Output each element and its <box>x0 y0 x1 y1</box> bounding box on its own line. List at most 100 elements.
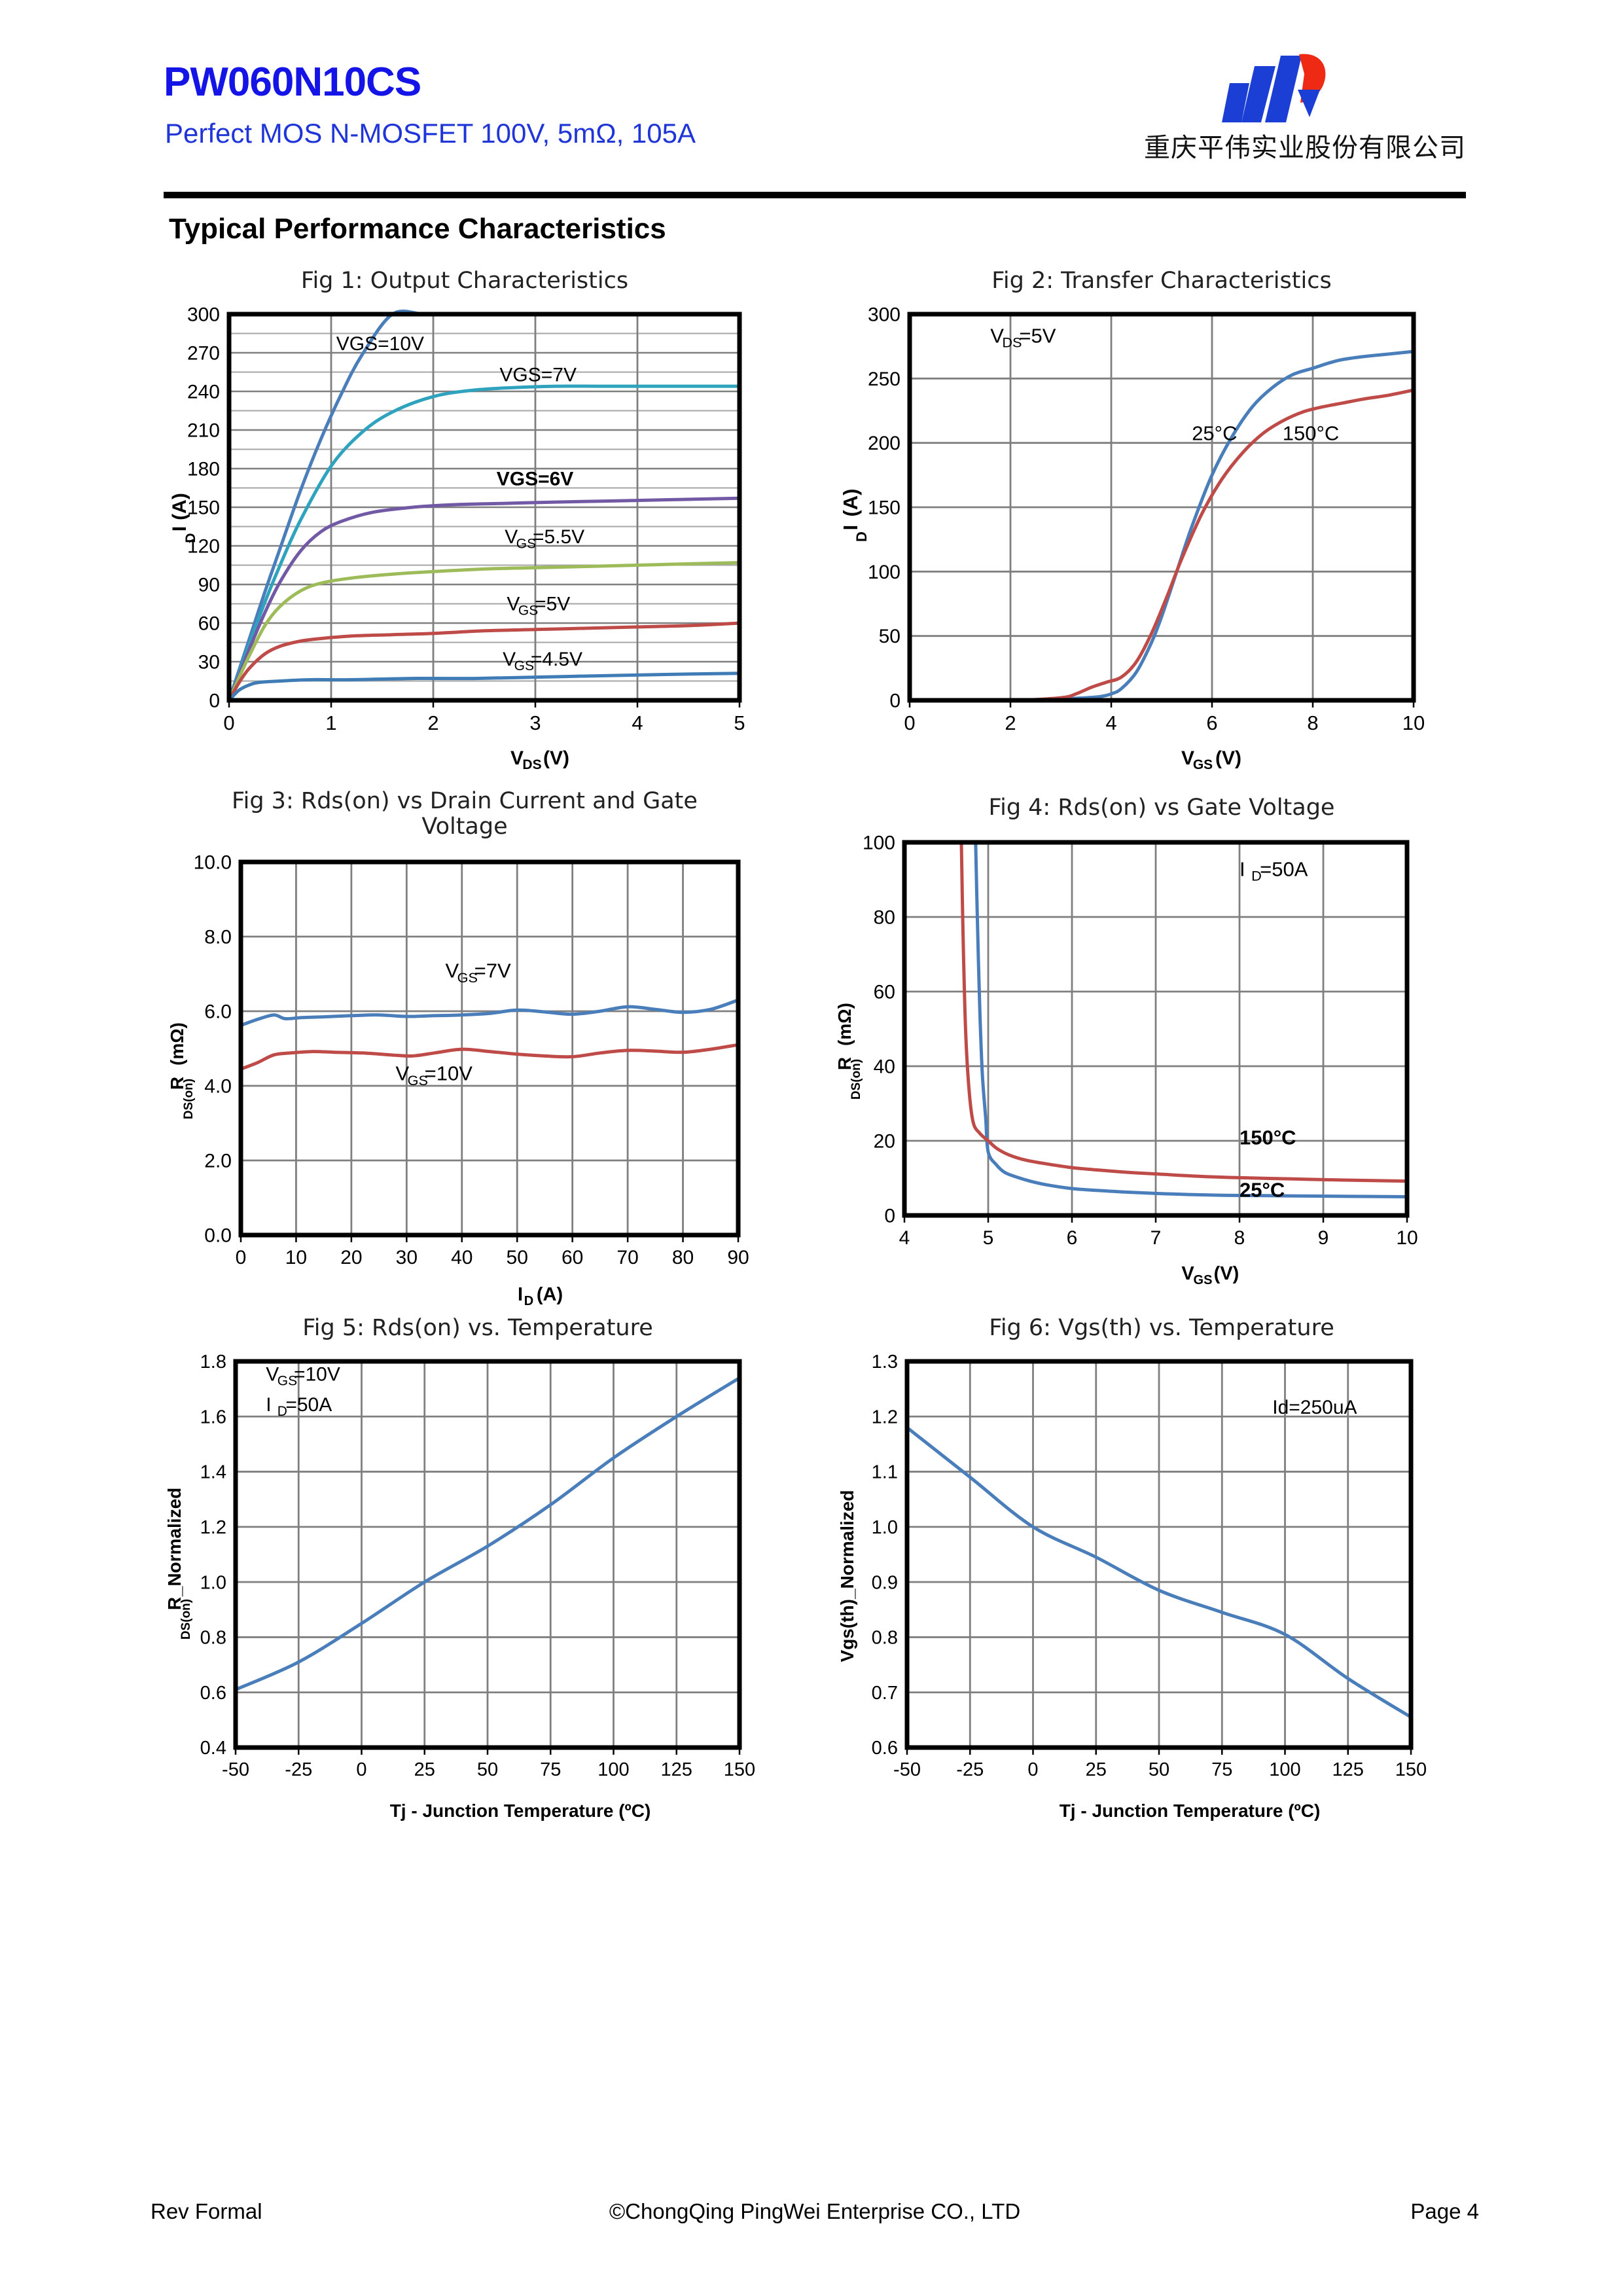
header-divider <box>164 192 1466 198</box>
figure-3-title-line1: Fig 3: Rds(on) vs Drain Current and Gate <box>232 788 698 814</box>
x-tick-label: 7 <box>1150 1227 1162 1249</box>
figure-6-y-axis-label: Vgs(th)_Normalized <box>837 1490 857 1662</box>
chart-annotation: I D=50A <box>266 1394 332 1419</box>
x-tick-label: 0 <box>1027 1759 1038 1780</box>
svg-text:D: D <box>277 1404 287 1419</box>
svg-text:R: R <box>167 1077 187 1090</box>
figure-6-plot: 0.6 0.7 0.8 0.9 1.0 1.1 1.2 1.3 -50 -25 0 25 50 75 100… <box>837 1352 1427 1821</box>
page-footer: Rev Formal ©ChongQing PingWei Enterprise… <box>151 2199 1479 2238</box>
y-tick-label: 0 <box>884 1206 895 1227</box>
svg-text:V: V <box>1181 747 1194 769</box>
y-tick-label: 0.6 <box>872 1738 898 1759</box>
x-tick-label: 0 <box>236 1247 247 1268</box>
y-tick-label: 270 <box>187 343 220 365</box>
footer-page: Page 4 <box>1410 2199 1479 2223</box>
chart-annotation: 25°C <box>1192 422 1237 445</box>
svg-text:=10V: =10V <box>294 1364 340 1386</box>
x-tick-label: -25 <box>956 1759 984 1780</box>
x-tick-label: 5 <box>983 1227 994 1249</box>
x-tick-label: 10 <box>285 1247 307 1268</box>
y-tick-label: 180 <box>187 459 220 480</box>
x-tick-label: 40 <box>451 1247 473 1268</box>
svg-text:=10V: =10V <box>425 1062 473 1085</box>
y-tick-label: 100 <box>863 833 895 854</box>
x-tick-label: 50 <box>507 1247 528 1268</box>
x-tick-label: 4 <box>632 711 643 734</box>
y-tick-label: 0.9 <box>872 1572 898 1593</box>
x-tick-label: 6 <box>1206 711 1217 734</box>
svg-text:=5.5V: =5.5V <box>533 526 584 548</box>
chart-annotation: VGS=5V <box>507 593 570 618</box>
series-line <box>239 998 740 1028</box>
series-line <box>227 384 741 702</box>
y-tick-label: 200 <box>868 433 901 454</box>
svg-text:150°C: 150°C <box>1240 1126 1296 1149</box>
y-tick-label: 100 <box>868 562 901 583</box>
x-tick-label: 60 <box>562 1247 583 1268</box>
svg-text:(V): (V) <box>1215 747 1241 769</box>
y-tick-label: 40 <box>874 1056 895 1078</box>
series-line <box>227 621 741 702</box>
y-tick-label: 6.0 <box>204 1001 232 1023</box>
svg-text:V: V <box>990 324 1004 347</box>
x-tick-label: 90 <box>727 1247 749 1268</box>
figure-2: Fig 2: Transfer Characteristics 0 50 100 15… <box>831 268 1492 792</box>
svg-text:DS(on): DS(on) <box>179 1599 193 1640</box>
svg-text:I: I <box>518 1284 523 1305</box>
chart-annotation: I D=50A <box>1240 857 1308 884</box>
svg-text:DS: DS <box>522 757 541 772</box>
y-tick-label: 80 <box>874 907 895 929</box>
y-tick-label: 1.6 <box>200 1407 226 1427</box>
svg-text:I: I <box>839 525 862 531</box>
x-tick-label: 0 <box>223 711 234 734</box>
y-tick-label: 1.8 <box>200 1352 226 1372</box>
figure-1-y-axis-label: I D (A) <box>169 493 198 543</box>
chart-annotation: 150°C <box>1283 422 1340 445</box>
y-tick-label: 1.2 <box>872 1407 898 1427</box>
x-tick-label: 10 <box>1402 711 1425 734</box>
x-tick-label: 2 <box>1005 711 1016 734</box>
svg-text:V: V <box>505 526 518 548</box>
figure-4: Fig 4: Rds(on) vs Gate Voltage 0 20 40 60 80… <box>831 795 1492 1319</box>
series-line <box>239 1043 740 1071</box>
chart-annotation: VGS=5.5V <box>505 526 584 551</box>
footer-revision: Rev Formal <box>151 2199 262 2223</box>
x-tick-label: 8 <box>1234 1227 1245 1249</box>
figure-3-title-line2: Voltage <box>421 814 508 840</box>
y-tick-label: 1.0 <box>200 1572 226 1593</box>
svg-text:150°C: 150°C <box>1283 422 1340 445</box>
chart-annotation: VGS=4.5V <box>503 649 582 673</box>
x-tick-label: 1 <box>325 711 336 734</box>
y-tick-label: 60 <box>874 982 895 1003</box>
svg-text:GS: GS <box>1193 757 1213 772</box>
svg-text:I: I <box>266 1394 271 1416</box>
y-tick-label: 1.1 <box>872 1462 898 1483</box>
svg-text:(A): (A) <box>839 488 862 516</box>
x-tick-label: 75 <box>540 1759 561 1780</box>
x-tick-label: 100 <box>597 1759 629 1780</box>
svg-text:VGS=10V: VGS=10V <box>336 333 424 355</box>
y-tick-label: 8.0 <box>204 927 232 948</box>
svg-text:GS: GS <box>514 658 534 673</box>
svg-text:V: V <box>510 747 524 769</box>
svg-text:I: I <box>169 526 190 531</box>
svg-text:(A): (A) <box>169 493 190 520</box>
svg-text:=50A: =50A <box>285 1394 332 1416</box>
figure-5-title: Fig 5: Rds(on) vs. Temperature <box>302 1315 653 1341</box>
figure-3-x-axis-label: I D (A) <box>518 1284 563 1308</box>
svg-text:=5V: =5V <box>1019 324 1056 347</box>
figure-4-plot: 0 20 40 60 80 100 4 5 6 7 8 9 10 I D=50A 150°C 25°C R D… <box>834 833 1418 1288</box>
x-tick-label: 150 <box>1395 1759 1427 1780</box>
svg-text:Id=250uA: Id=250uA <box>1272 1397 1357 1418</box>
y-tick-label: 300 <box>187 304 220 326</box>
x-tick-label: -50 <box>893 1759 921 1780</box>
chart-annotation: 150°C <box>1240 1126 1296 1149</box>
x-tick-label: 70 <box>616 1247 638 1268</box>
svg-text:D: D <box>524 1294 533 1308</box>
y-tick-label: 0.0 <box>204 1225 232 1247</box>
svg-text:25°C: 25°C <box>1240 1179 1285 1202</box>
y-tick-label: 0.4 <box>200 1738 226 1759</box>
figure-4-x-axis-label: V GS (V) <box>1181 1263 1239 1287</box>
figure-5-plot: 0.4 0.6 0.8 1.0 1.2 1.4 1.6 1.8 -50 -25 0 25 50 75 100… <box>164 1352 755 1821</box>
